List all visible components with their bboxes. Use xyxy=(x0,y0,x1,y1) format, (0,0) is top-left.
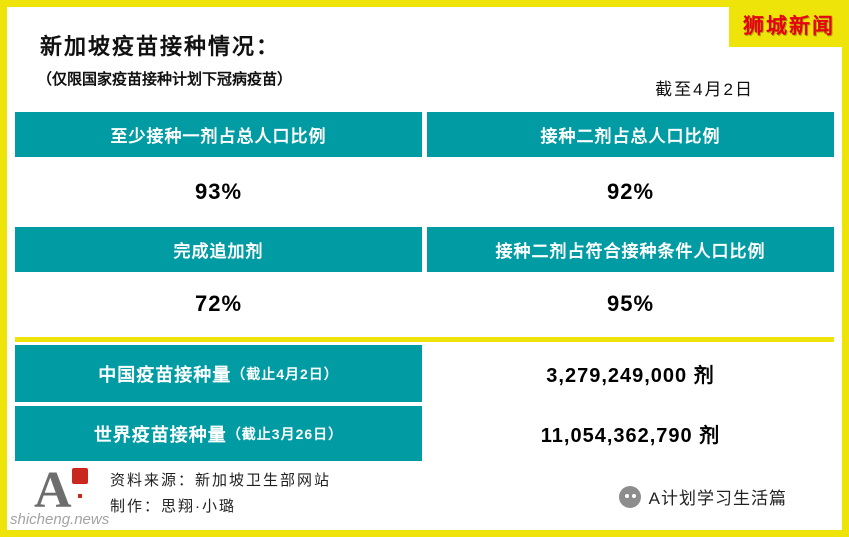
wechat-icon xyxy=(618,485,641,508)
page-title: 新加坡疫苗接种情况： xyxy=(40,34,281,59)
credits-block: 资料来源：新加坡卫生部网站 制作：思翔·小璐 xyxy=(110,468,331,520)
yellow-divider xyxy=(15,337,834,342)
stat-value-cell: 72% xyxy=(15,272,422,336)
stat-value-cell: 92% xyxy=(427,157,834,227)
total-label-text: 世界疫苗接种量 xyxy=(93,424,227,445)
watermark-text: shicheng.news xyxy=(10,511,110,528)
totals-table: 中国疫苗接种量 （截止4月2日） 3,279,249,000 剂 世界疫苗接种量（… xyxy=(15,345,834,461)
stat-value-cell: 95% xyxy=(427,272,834,336)
page-subtitle: （仅限国家疫苗接种计划下冠病疫苗） xyxy=(37,71,293,88)
brand-logo: 狮城新闻 xyxy=(729,7,842,47)
shicheng-logo: A xyxy=(30,462,96,522)
logo-seal-icon xyxy=(72,468,88,484)
source-text: 资料来源：新加坡卫生部网站 xyxy=(110,472,332,489)
total-label-cell: 世界疫苗接种量 （截止3月26日） xyxy=(15,406,422,461)
total-label-cell: 中国疫苗接种量 （截止4月2日） xyxy=(15,345,422,402)
brand-text: 狮城新闻 xyxy=(743,15,835,38)
total-value-cell: 3,279,249,000 剂 xyxy=(427,345,834,402)
total-label-text: 中国疫苗接种量 xyxy=(98,364,232,385)
wechat-account: A计划学习生活篇 xyxy=(618,484,787,509)
maker-text: 制作：思翔·小璐 xyxy=(110,498,236,515)
stat-header-cell: 接种二剂占总人口比例 xyxy=(427,112,834,157)
stat-header-cell: 至少接种一剂占总人口比例 xyxy=(15,112,422,157)
stat-value-cell: 93% xyxy=(15,157,422,227)
logo-letter: A xyxy=(34,462,72,519)
wechat-account-name: A计划学习生活篇 xyxy=(648,489,787,508)
total-label-note: （截止3月26日） xyxy=(226,425,344,442)
stat-header-cell: 完成追加剂 xyxy=(15,227,422,272)
total-label-note: （截止4月2日） xyxy=(231,365,339,382)
total-value-cell: 11,054,362,790 剂 xyxy=(427,406,834,461)
as-of-date: 截至4月2日 xyxy=(655,80,754,99)
stats-table: 至少接种一剂占总人口比例 接种二剂占总人口比例 93% 92% 完成追加剂 接种… xyxy=(15,112,834,336)
stat-header-cell: 接种二剂占符合接种条件人口比例 xyxy=(427,227,834,272)
